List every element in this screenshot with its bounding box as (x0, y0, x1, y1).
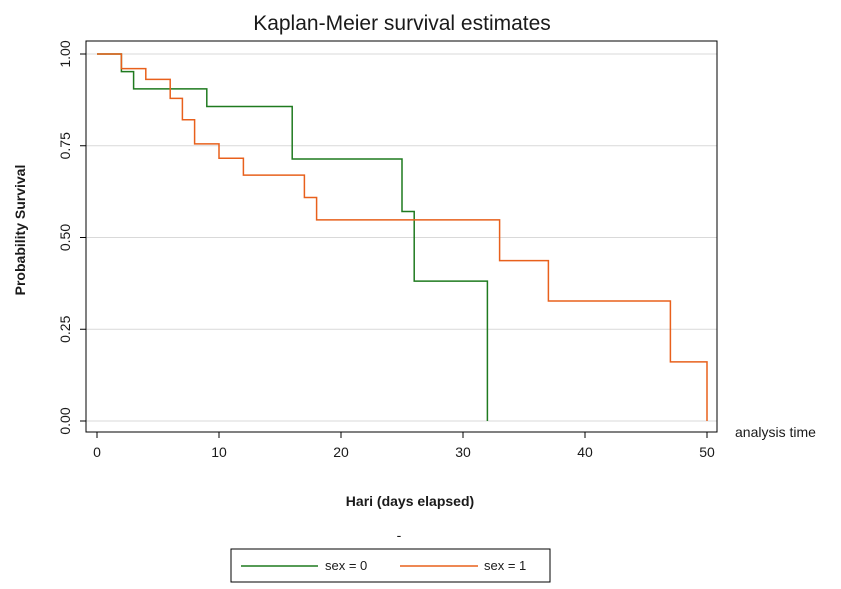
x-axis-side-note: analysis time (735, 424, 816, 440)
grid-lines (86, 53, 717, 422)
legend: sex = 0 sex = 1 (230, 548, 551, 583)
below-xlabel-mark: - (397, 527, 402, 543)
x-tick-label: 0 (93, 444, 101, 460)
y-tick-label: 0.25 (57, 315, 73, 342)
legend-label-sex-0: sex = 0 (325, 558, 367, 573)
x-axis-label: Hari (days elapsed) (346, 493, 474, 509)
y-tick-label: 0.50 (57, 224, 73, 251)
y-axis-label: Probability Survival (12, 165, 28, 296)
y-axis: 0.00 0.25 0.50 0.75 1.00 (57, 40, 87, 435)
y-tick-label: 1.00 (57, 40, 73, 67)
legend-label-sex-1: sex = 1 (484, 558, 526, 573)
x-tick-label: 40 (577, 444, 593, 460)
x-tick-label: 20 (333, 444, 349, 460)
y-tick-label: 0.00 (57, 407, 73, 434)
x-tick-label: 10 (211, 444, 227, 460)
chart-title: Kaplan-Meier survival estimates (253, 12, 551, 35)
x-axis: 0 10 20 30 40 50 (86, 431, 717, 460)
series-line-sex-1 (97, 53, 708, 421)
x-tick-label: 50 (699, 444, 715, 460)
x-tick-label: 30 (455, 444, 471, 460)
series-layer (97, 53, 708, 421)
y-tick-label: 0.75 (57, 132, 73, 159)
